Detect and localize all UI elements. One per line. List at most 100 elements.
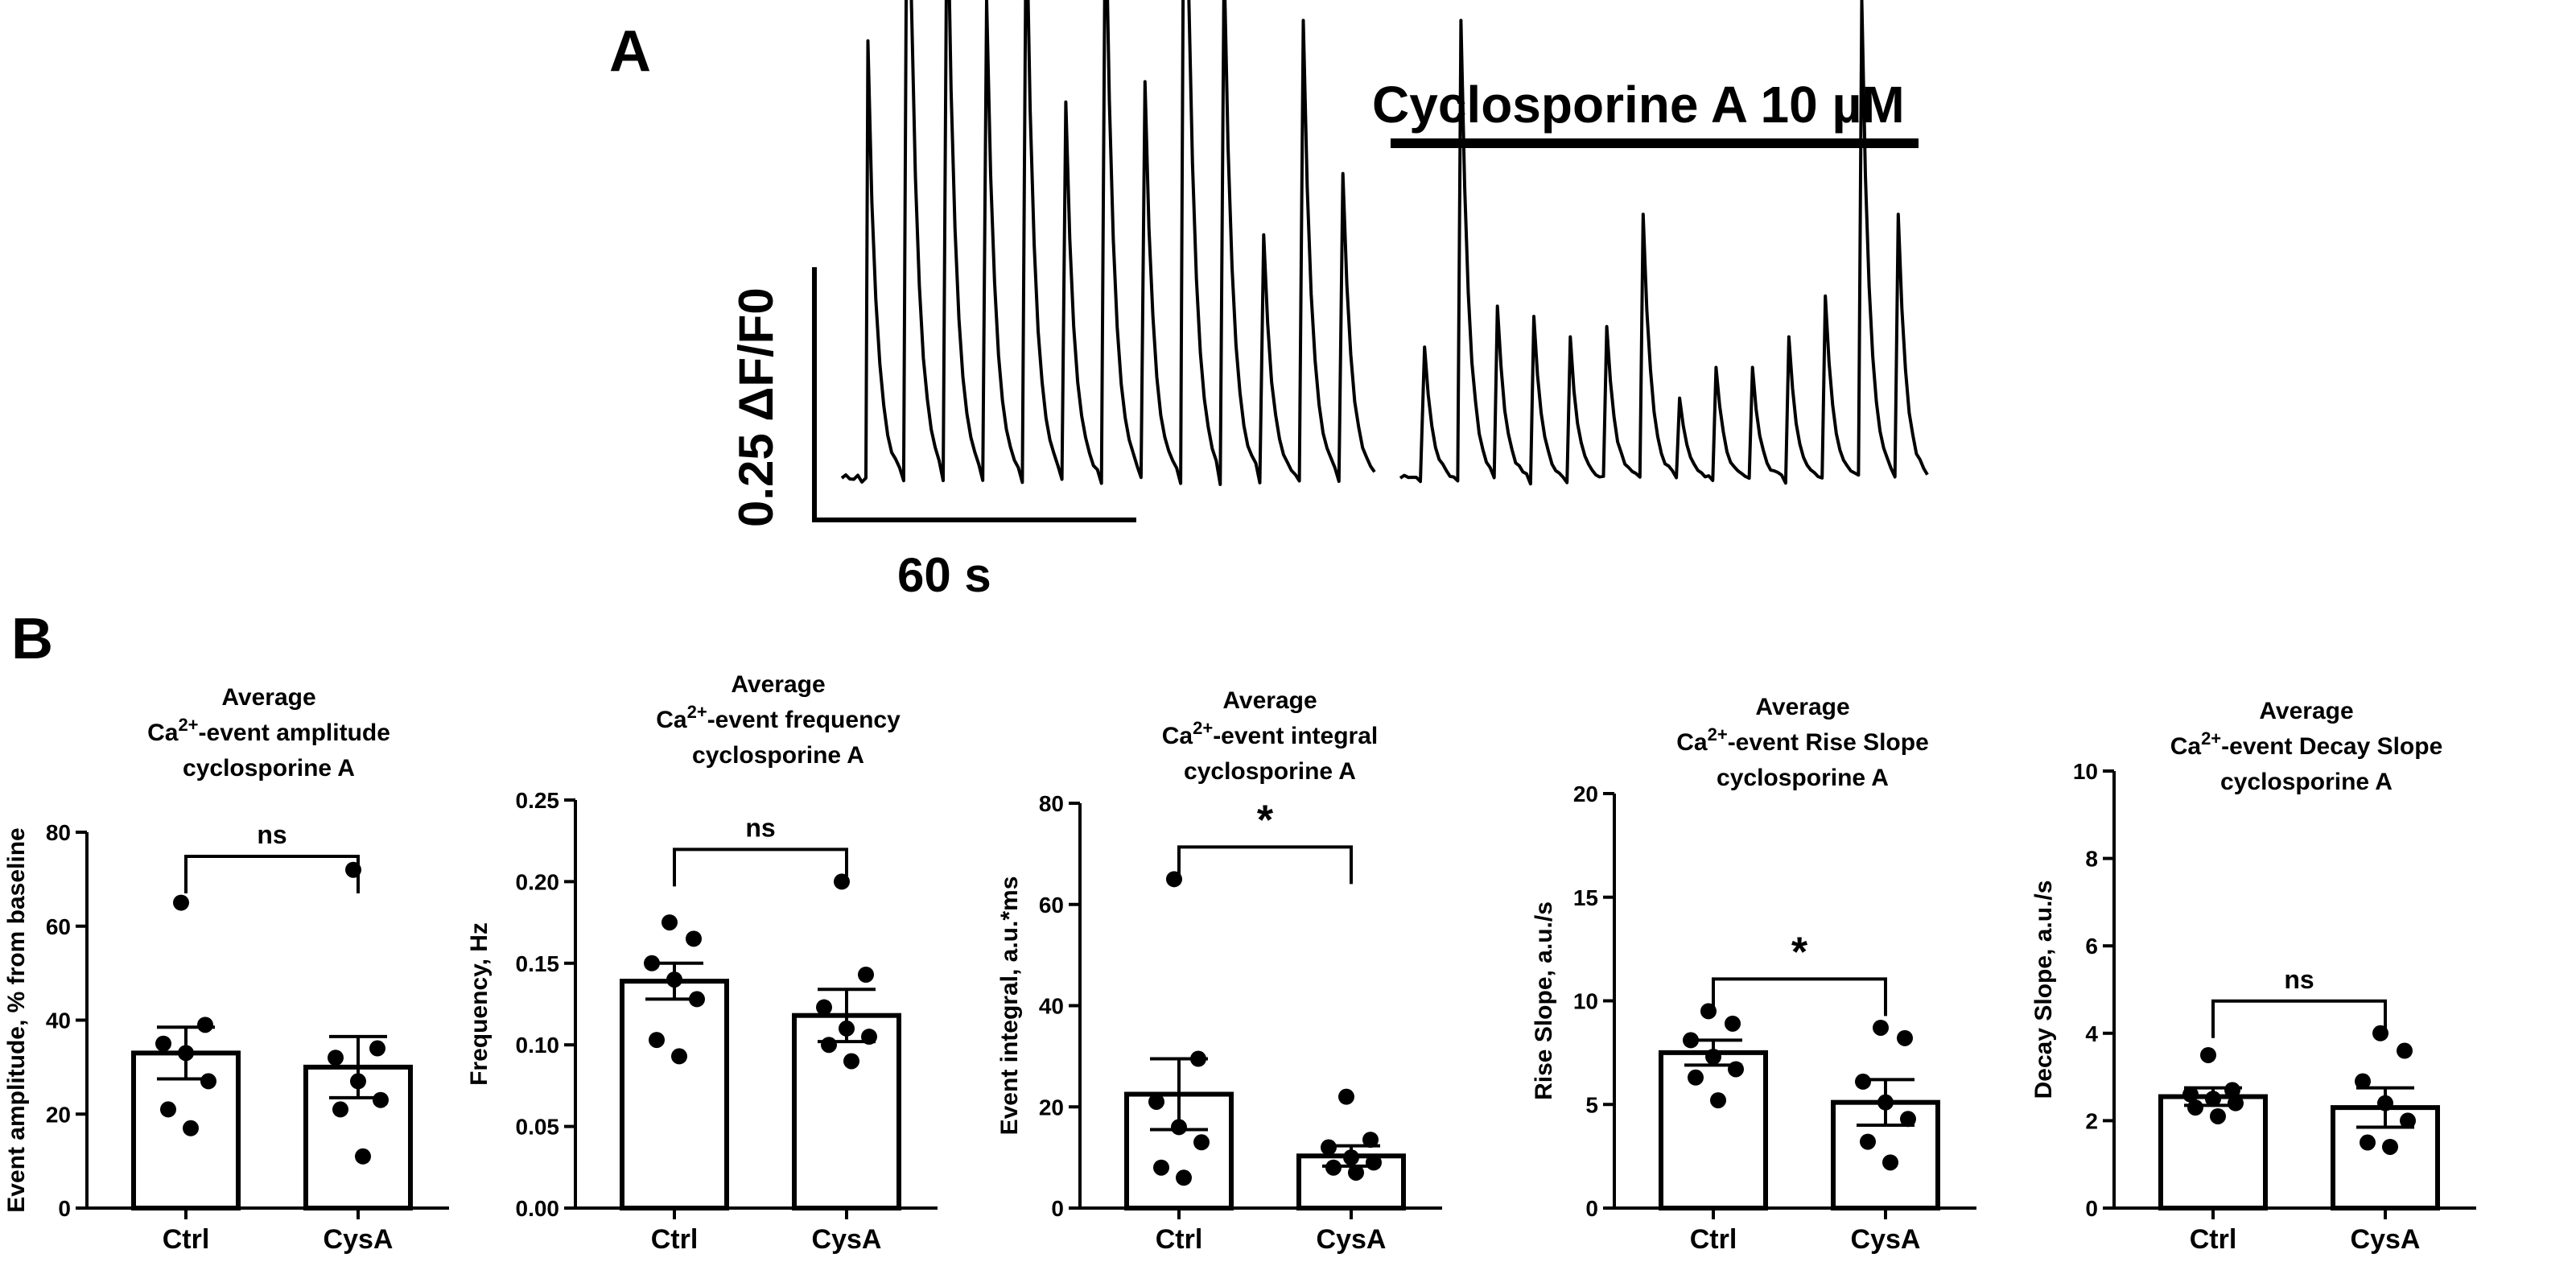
data-point-ctrl xyxy=(1190,1050,1206,1067)
data-point-cysa xyxy=(2360,1134,2376,1151)
data-point-ctrl xyxy=(666,971,682,988)
y-tick-label: 10 xyxy=(2073,759,2098,784)
data-point-cysa xyxy=(1321,1139,1337,1156)
significance-bracket xyxy=(184,855,360,893)
chart-title-suffix: -event amplitude xyxy=(199,720,390,746)
category-label-ctrl: Ctrl xyxy=(1690,1224,1737,1255)
data-point-ctrl xyxy=(1148,1093,1164,1110)
y-axis-label: Decay Slope, a.u./s xyxy=(2030,881,2057,1099)
data-point-ctrl xyxy=(644,955,660,971)
data-point-ctrl xyxy=(1683,1032,1699,1049)
chart-title-line2: Ca2+-event Rise Slope xyxy=(1676,724,1929,756)
chart-title-ca: Ca xyxy=(1162,723,1193,749)
data-point-cysa xyxy=(1855,1073,1871,1090)
y-tick-label: 0 xyxy=(1051,1196,1064,1221)
data-point-cysa xyxy=(1873,1019,1889,1036)
chart-title-line3: cyclosporine A xyxy=(692,742,864,769)
y-tick-label: 0.05 xyxy=(516,1115,560,1140)
data-point-ctrl xyxy=(689,991,705,1008)
y-tick-label: 0 xyxy=(2085,1196,2098,1221)
chart-title-suffix: -event Rise Slope xyxy=(1728,729,1929,756)
panel-b-letter: B xyxy=(11,607,53,671)
significance-bracket xyxy=(1177,845,1353,885)
category-label-cysa: CysA xyxy=(324,1224,394,1255)
chart-title-superscript: 2+ xyxy=(2201,728,2221,749)
y-tick-label: 60 xyxy=(46,914,71,939)
data-point-cysa xyxy=(821,1037,837,1054)
chart-title-ca: Ca xyxy=(2170,733,2202,760)
significance-bracket xyxy=(1712,977,1887,1017)
scale-y-label: 0.25 ΔF/F0 xyxy=(729,287,783,527)
chart-title-line1: Average xyxy=(1755,694,1849,720)
data-point-cysa xyxy=(1897,1029,1913,1046)
data-point-cysa xyxy=(1860,1133,1876,1150)
category-label-ctrl: Ctrl xyxy=(163,1224,210,1255)
data-point-cysa xyxy=(2382,1138,2398,1155)
trace-cysa-segment xyxy=(1399,0,1929,486)
data-point-ctrl xyxy=(686,930,702,947)
y-tick-label: 0 xyxy=(1585,1196,1598,1221)
chart-title-line1: Average xyxy=(221,684,315,711)
panel-a: A Cyclosporine A 10 µM 0.25 ΔF/F0 60 s xyxy=(609,0,1929,602)
category-label-cysa: CysA xyxy=(1317,1224,1387,1255)
chart-title-line2: Ca2+-event frequency xyxy=(656,702,901,733)
data-point-ctrl xyxy=(1728,1061,1744,1078)
chart-title-suffix: -event Decay Slope xyxy=(2221,733,2442,760)
panel-a-letter: A xyxy=(609,19,651,84)
treatment-label: Cyclosporine A 10 µM xyxy=(1372,76,1905,134)
data-point-cysa xyxy=(1362,1132,1379,1149)
data-point-cysa xyxy=(369,1040,385,1057)
chart-title-line1: Average xyxy=(2259,698,2353,724)
y-tick-label: 6 xyxy=(2085,934,2098,959)
chart-title-suffix: -event integral xyxy=(1213,723,1378,749)
data-point-cysa xyxy=(2377,1095,2393,1111)
bar-cysa xyxy=(792,1012,901,1211)
chart-5: Average Ca2+-event Decay Slope cyclosporin… xyxy=(2030,698,2476,1255)
scale-x-label: 60 s xyxy=(897,548,991,602)
chart-title-line3: cyclosporine A xyxy=(1717,765,1889,791)
y-tick-label: 10 xyxy=(1573,989,1598,1014)
data-point-cysa xyxy=(1882,1154,1898,1171)
data-point-ctrl xyxy=(662,914,678,931)
chart-title-ca: Ca xyxy=(656,707,687,733)
y-axis-label: Event amplitude, % from baseline xyxy=(3,827,30,1212)
y-axis-label: Rise Slope, a.u./s xyxy=(1531,901,1557,1100)
category-label-cysa: CysA xyxy=(2351,1224,2421,1255)
chart-title-line1: Average xyxy=(731,671,825,698)
chart-title-ca: Ca xyxy=(1676,729,1708,756)
chart-4: Average Ca2+-event Rise Slope cyclosporine… xyxy=(1531,694,1976,1255)
data-point-ctrl xyxy=(197,1017,213,1033)
y-tick-label: 0.00 xyxy=(516,1196,560,1221)
data-point-cysa xyxy=(2397,1042,2413,1059)
data-point-ctrl xyxy=(1688,1069,1704,1086)
data-point-cysa xyxy=(1343,1149,1359,1166)
y-tick-label: 80 xyxy=(1039,791,1064,816)
y-tick-label: 80 xyxy=(46,820,71,845)
data-point-ctrl xyxy=(155,1035,171,1052)
data-point-cysa xyxy=(1877,1094,1894,1111)
bar-ctrl xyxy=(1124,1091,1234,1210)
data-point-cysa xyxy=(816,999,832,1016)
data-point-ctrl xyxy=(2200,1046,2216,1063)
data-point-cysa xyxy=(839,1020,855,1037)
significance-label: * xyxy=(1257,797,1274,843)
chart-title-superscript: 2+ xyxy=(687,702,707,722)
data-point-ctrl xyxy=(1725,1015,1741,1032)
significance-bracket xyxy=(673,848,848,887)
significance-label: ns xyxy=(257,820,286,849)
category-label-ctrl: Ctrl xyxy=(2190,1224,2237,1255)
y-tick-label: 20 xyxy=(46,1102,71,1127)
data-point-cysa xyxy=(332,1101,348,1118)
data-point-cysa xyxy=(1348,1164,1364,1181)
data-point-cysa xyxy=(1338,1088,1354,1105)
chart-title-line3: cyclosporine A xyxy=(1184,758,1356,785)
y-tick-label: 60 xyxy=(1039,893,1064,918)
chart-title-suffix: -event frequency xyxy=(707,707,901,733)
data-point-cysa xyxy=(355,1148,371,1165)
data-point-ctrl xyxy=(1176,1169,1192,1186)
data-point-ctrl xyxy=(1705,1049,1721,1066)
trace-control-line xyxy=(840,0,1376,486)
y-axis-label: Frequency, Hz xyxy=(466,922,493,1086)
chart-title-line3: cyclosporine A xyxy=(183,755,355,782)
